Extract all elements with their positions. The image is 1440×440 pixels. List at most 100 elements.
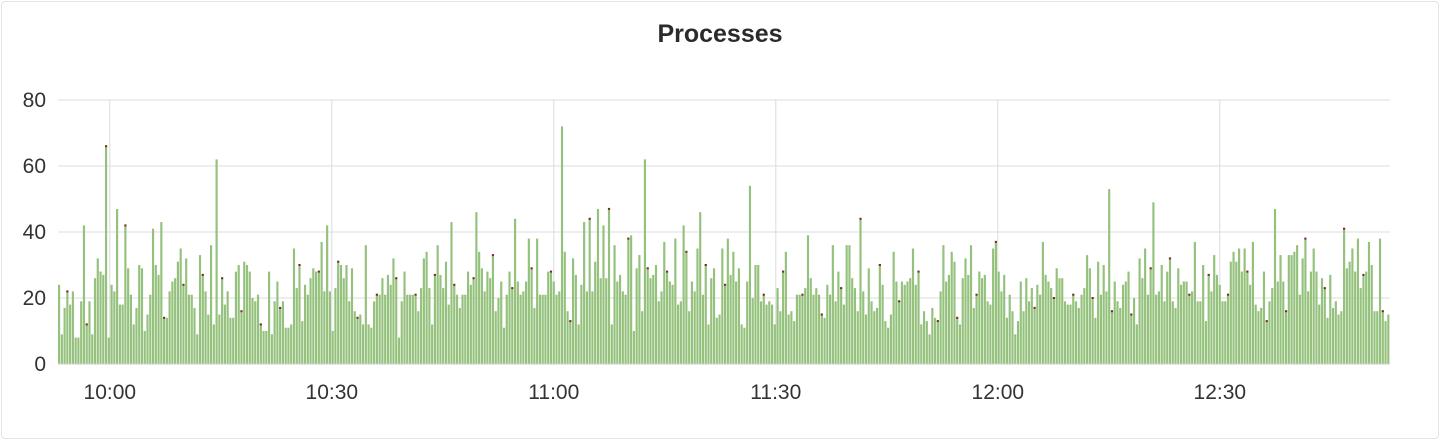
bar <box>1276 281 1279 364</box>
bar <box>1226 294 1230 364</box>
bar <box>1033 307 1036 364</box>
bar <box>138 265 141 364</box>
bar <box>1171 301 1174 364</box>
bar <box>185 258 188 364</box>
bar <box>735 281 738 364</box>
bar <box>826 284 829 364</box>
bar <box>157 274 160 364</box>
bar <box>759 301 763 364</box>
bar <box>411 294 414 364</box>
bar <box>544 294 547 364</box>
bar <box>660 291 663 364</box>
bar <box>58 284 61 364</box>
bar <box>513 218 517 364</box>
bar <box>306 294 309 364</box>
bar <box>234 271 238 364</box>
bar <box>422 258 425 364</box>
bar <box>345 265 348 364</box>
y-tick-label: 80 <box>23 89 46 112</box>
bar <box>859 218 862 364</box>
bar <box>726 238 729 364</box>
bar-top-marker <box>182 283 185 286</box>
bar <box>458 307 461 364</box>
bar <box>878 265 881 364</box>
bar-top-marker <box>1188 293 1191 296</box>
bar-top-marker <box>356 316 359 319</box>
bar-top-marker <box>762 293 765 296</box>
bar <box>370 327 373 364</box>
bar <box>140 268 144 364</box>
bar <box>790 311 793 364</box>
bar <box>60 334 63 364</box>
bar <box>1135 324 1138 364</box>
bar <box>616 281 619 364</box>
bar <box>1188 294 1191 364</box>
bar <box>400 301 403 364</box>
bar <box>1119 307 1122 364</box>
bar-top-marker <box>1246 270 1249 273</box>
bar <box>555 294 558 364</box>
bar <box>718 314 721 364</box>
bar-top-marker <box>994 240 997 243</box>
bar-top-marker <box>627 237 630 240</box>
bar <box>1343 228 1346 364</box>
bar-top-marker <box>975 293 978 296</box>
bar <box>392 258 395 364</box>
bar <box>66 291 69 364</box>
bar <box>312 268 315 364</box>
bar <box>80 301 83 364</box>
bar <box>607 208 611 364</box>
bar <box>1014 334 1017 364</box>
bar <box>638 255 641 364</box>
bar <box>1094 317 1097 364</box>
bar <box>643 159 647 364</box>
bar <box>964 258 967 364</box>
bar <box>1384 321 1387 364</box>
bar <box>110 284 113 364</box>
bar <box>618 274 622 364</box>
bar <box>541 294 544 364</box>
bar <box>1348 261 1351 364</box>
bar <box>671 284 674 364</box>
bar-top-marker <box>472 277 475 280</box>
bar <box>967 274 970 364</box>
bar <box>588 218 591 364</box>
bar <box>942 245 945 364</box>
bar <box>96 258 99 364</box>
bar <box>1050 288 1053 364</box>
bar <box>287 327 290 364</box>
bar-top-marker <box>453 283 456 286</box>
bar <box>500 281 503 364</box>
bar <box>221 278 224 364</box>
bar <box>892 251 895 364</box>
bar <box>1246 271 1249 364</box>
bar <box>527 238 530 364</box>
bar-top-marker <box>104 145 108 148</box>
bar <box>207 314 210 364</box>
bar <box>900 281 904 364</box>
bar-top-marker <box>1033 306 1036 309</box>
bar <box>1011 311 1014 364</box>
bar <box>1099 294 1102 364</box>
bar <box>82 225 86 364</box>
bar <box>1191 291 1194 364</box>
bar <box>817 294 821 364</box>
bar <box>373 301 376 364</box>
bar <box>519 294 522 364</box>
bar <box>969 245 973 364</box>
bar <box>251 298 254 364</box>
bar <box>596 208 600 364</box>
bar <box>677 304 680 364</box>
bar <box>384 294 387 364</box>
bar <box>862 291 865 364</box>
bar <box>1030 288 1033 364</box>
x-tick-label: 11:00 <box>528 381 579 404</box>
bar-top-marker <box>956 316 959 319</box>
bar <box>989 304 992 364</box>
bar <box>455 294 459 364</box>
bar <box>585 291 588 364</box>
bar <box>464 294 467 364</box>
bar <box>317 271 320 364</box>
bar <box>1221 301 1224 364</box>
bar <box>1378 238 1382 364</box>
